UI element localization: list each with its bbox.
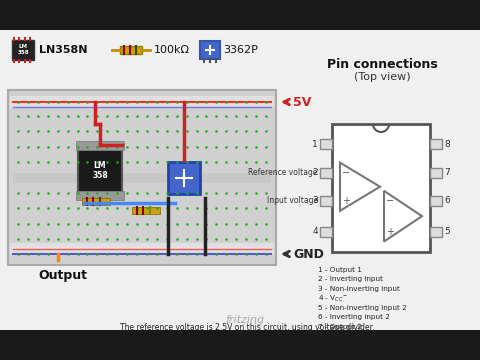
Text: 4: 4 [312, 227, 318, 236]
Text: 1: 1 [312, 140, 318, 149]
Text: 1 - Output 1: 1 - Output 1 [318, 267, 362, 273]
Text: 3362P: 3362P [223, 45, 258, 55]
Text: 6 - Inverting input 2: 6 - Inverting input 2 [318, 315, 390, 320]
Text: 5: 5 [444, 227, 450, 236]
Text: +: + [386, 226, 394, 237]
Text: 358: 358 [92, 171, 108, 180]
Text: (Top view): (Top view) [354, 72, 410, 82]
Text: Input voltage: Input voltage [267, 196, 318, 205]
Text: 7: 7 [444, 168, 450, 177]
Bar [430, 168, 442, 177]
Bar [320, 139, 332, 149]
Text: The reference voltage is 2.5V on this circuit, using voltage divider.: The reference voltage is 2.5V on this ci… [120, 324, 374, 333]
Text: 3 - Non-inverting input: 3 - Non-inverting input [318, 286, 400, 292]
Bar [120, 46, 142, 54]
Bar [168, 162, 200, 194]
Bar [320, 226, 332, 237]
Bar [78, 150, 122, 192]
Text: 358: 358 [17, 50, 29, 55]
Text: 5 - Non-inverting input 2: 5 - Non-inverting input 2 [318, 305, 407, 311]
Text: Pin connections: Pin connections [326, 58, 437, 72]
Text: 100kΩ: 100kΩ [154, 45, 190, 55]
Bar [132, 207, 160, 214]
Bar [76, 191, 124, 200]
Bar [320, 168, 332, 177]
Bar [0, 30, 480, 330]
Text: LM: LM [19, 45, 27, 49]
Text: 2: 2 [312, 168, 318, 177]
Bar [430, 196, 442, 206]
Text: 8: 8 [444, 140, 450, 149]
Text: +: + [342, 196, 350, 206]
Text: 6: 6 [444, 196, 450, 205]
Bar [10, 243, 274, 255]
Bar [430, 226, 442, 237]
Text: Reference voltage: Reference voltage [249, 168, 318, 177]
Text: 4 - V$_{CC}$$^{-}$: 4 - V$_{CC}$$^{-}$ [318, 293, 348, 303]
Text: −: − [386, 196, 394, 206]
Bar [76, 141, 124, 150]
Text: 3: 3 [312, 196, 318, 205]
Text: 8 - V$_{CC}$$^{+}$: 8 - V$_{CC}$$^{+}$ [318, 331, 348, 342]
Text: Output: Output [38, 270, 87, 283]
Bar [12, 40, 34, 60]
Bar [332, 124, 430, 252]
Text: LN358N: LN358N [39, 45, 87, 55]
Bar [13, 172, 271, 183]
Text: 7 - Output 2: 7 - Output 2 [318, 324, 362, 330]
Bar [320, 196, 332, 206]
Text: LM: LM [94, 162, 106, 171]
Text: −: − [342, 168, 350, 177]
Bar [200, 41, 220, 59]
Text: fritzing: fritzing [226, 315, 264, 325]
Text: GND: GND [293, 248, 324, 261]
Text: 5V: 5V [293, 95, 312, 108]
Bar [10, 96, 274, 108]
Bar [82, 198, 110, 205]
Bar [430, 139, 442, 149]
Bar [8, 90, 276, 265]
Text: 2 - Inverting input: 2 - Inverting input [318, 276, 383, 283]
